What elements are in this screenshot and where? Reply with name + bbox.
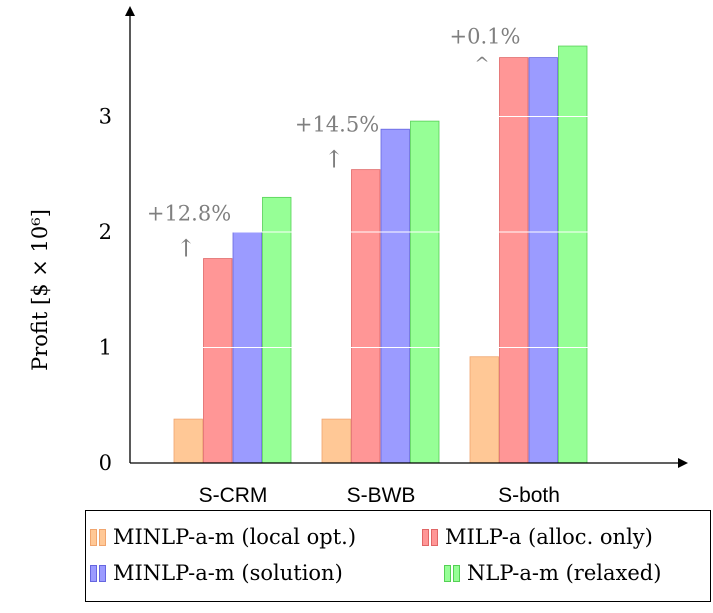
y-ticks: 0 1 2 3 [99, 105, 112, 476]
bar-S-CRM-series-3 [262, 196, 292, 464]
y-tick-label: 3 [99, 105, 112, 129]
annotation-text-S-CRM: +12.8% [147, 202, 231, 226]
annotation-arrow-S-BWB: ↑ [324, 146, 344, 174]
bar-S-BWB-series-3 [410, 120, 440, 464]
x-tick-label-S-BWB: S-BWB [347, 484, 416, 507]
legend-swatch-3 [444, 564, 462, 582]
bar-S-both-series-1 [499, 57, 529, 464]
legend-swatch-1 [422, 528, 440, 546]
y-tick-label: 0 [99, 451, 112, 475]
legend-label-1: MILP-a (alloc. only) [445, 525, 653, 549]
bar-S-CRM-series-1 [203, 258, 233, 464]
bars-group [173, 45, 588, 464]
y-tick-label: 2 [99, 220, 112, 244]
annotation-text-S-BWB: +14.5% [295, 113, 379, 137]
bar-S-BWB-series-0 [321, 418, 351, 464]
bar-S-both-series-2 [528, 57, 558, 464]
annotation-arrow-S-both: ^ [474, 54, 489, 75]
legend-item-3: NLP-a-m (relaxed) [444, 561, 661, 585]
legend-label-3: NLP-a-m (relaxed) [467, 561, 662, 585]
bar-S-both-series-3 [558, 45, 588, 464]
x-tick-label-S-CRM: S-CRM [199, 484, 268, 507]
annotation-text-S-both: +0.1% [450, 25, 521, 49]
legend-swatch-2 [90, 564, 108, 582]
grid-lines [131, 115, 672, 349]
legend-label-2: MINLP-a-m (solution) [113, 561, 343, 585]
y-axis-label: Profit [$ × 10⁶] [10, 180, 70, 400]
bar-S-CRM-series-0 [173, 418, 203, 464]
bar-S-BWB-series-2 [380, 128, 410, 464]
x-ticks: S-CRM S-BWB S-both [199, 484, 560, 507]
legend: MINLP-a-m (local opt.) MILP-a (alloc. on… [85, 510, 711, 602]
legend-item-2: MINLP-a-m (solution) [90, 561, 343, 585]
annotations: +12.8% ↑ +14.5% ↑ +0.1% ^ [147, 25, 521, 263]
legend-item-1: MILP-a (alloc. only) [422, 525, 653, 549]
y-tick-label: 1 [99, 336, 112, 360]
legend-label-0: MINLP-a-m (local opt.) [113, 525, 357, 549]
y-axis-label-text: Profit [$ × 10⁶] [28, 209, 53, 371]
x-axis-arrow [678, 458, 688, 468]
legend-item-0: MINLP-a-m (local opt.) [90, 525, 356, 549]
bar-S-both-series-0 [469, 356, 499, 464]
legend-swatch-0 [90, 528, 108, 546]
bar-S-BWB-series-1 [351, 169, 381, 464]
y-axis-arrow [125, 6, 135, 16]
x-tick-label-S-both: S-both [498, 484, 560, 507]
annotation-arrow-S-CRM: ↑ [176, 235, 196, 263]
